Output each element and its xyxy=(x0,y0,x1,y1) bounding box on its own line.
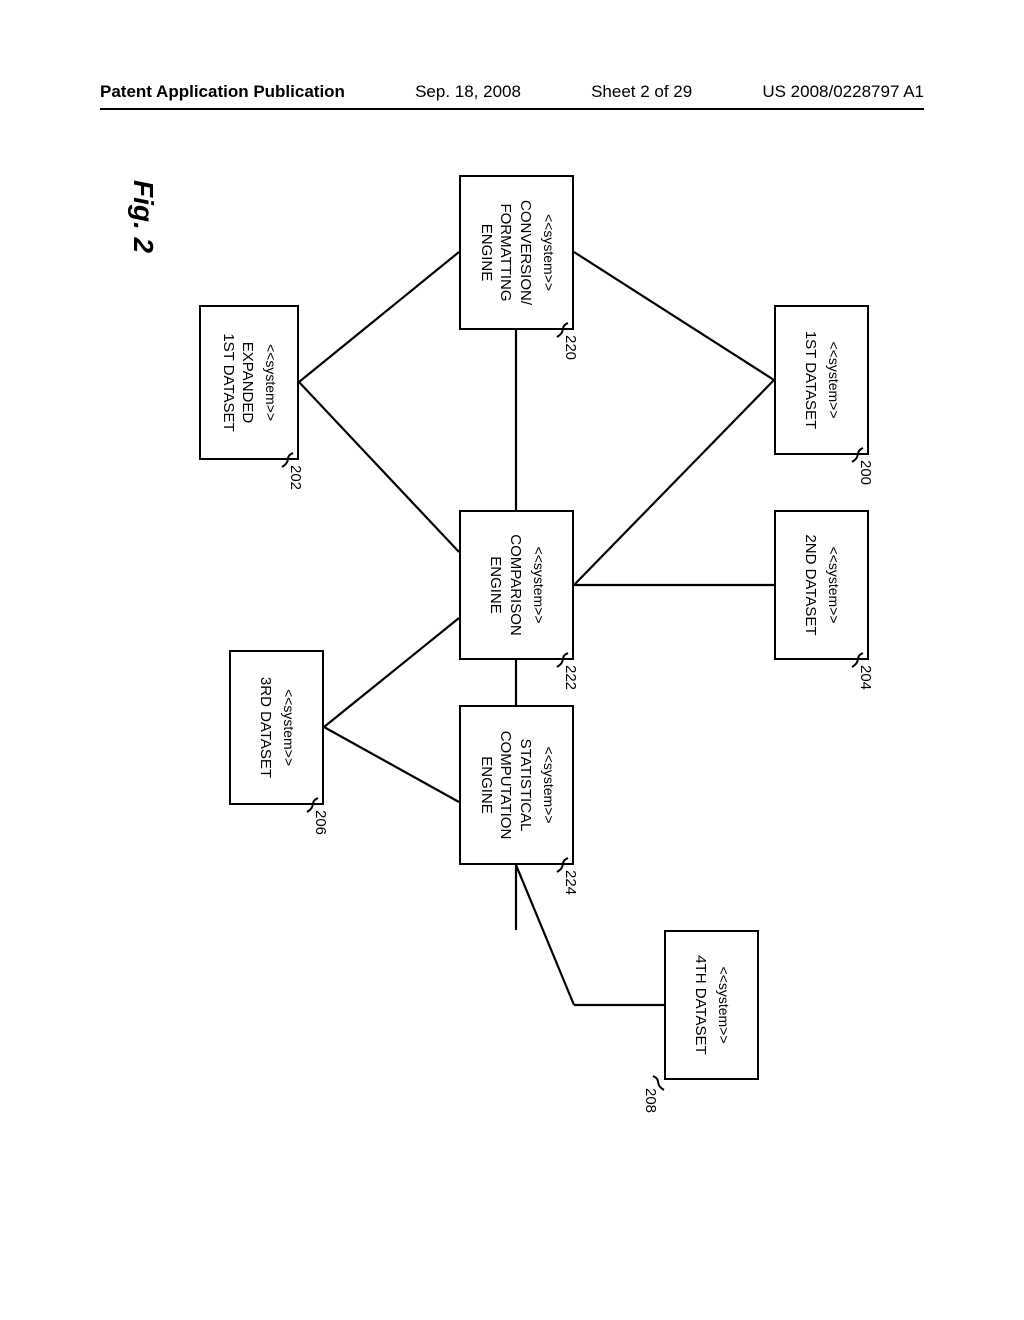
node-label: CONVERSION/FORMATTINGENGINE xyxy=(476,200,535,305)
ref-squiggle xyxy=(279,451,295,469)
node-n208: <<system>> 4TH DATASET xyxy=(664,930,759,1080)
node-label: 3RD DATASET xyxy=(256,677,276,778)
node-n200: <<system>> 1ST DATASET xyxy=(774,305,869,455)
page-header: Patent Application Publication Sep. 18, … xyxy=(0,82,1024,102)
node-stereotype: <<system>> xyxy=(716,966,732,1043)
sheet-indicator: Sheet 2 of 29 xyxy=(591,82,692,102)
node-label: 4TH DATASET xyxy=(691,955,711,1054)
node-stereotype: <<system>> xyxy=(531,546,547,623)
node-stereotype: <<system>> xyxy=(541,746,557,823)
ref-squiggle xyxy=(554,651,570,669)
ref-squiggle xyxy=(554,856,570,874)
node-n220: <<system>> CONVERSION/FORMATTINGENGINE xyxy=(459,175,574,330)
node-stereotype: <<system>> xyxy=(264,344,280,421)
node-n202: <<system>> EXPANDED1ST DATASET xyxy=(199,305,299,460)
node-label: COMPARISONENGINE xyxy=(486,534,525,635)
node-n206: <<system>> 3RD DATASET xyxy=(229,650,324,805)
diagram-edge xyxy=(324,727,459,802)
diagram-edge xyxy=(324,618,459,727)
publication-number: US 2008/0228797 A1 xyxy=(762,82,924,102)
ref-squiggle xyxy=(849,446,865,464)
diagram-edge xyxy=(574,380,774,585)
diagram-edge xyxy=(574,252,774,380)
node-label: STATISTICALCOMPUTATIONENGINE xyxy=(476,731,535,840)
node-stereotype: <<system>> xyxy=(281,689,297,766)
publication-date: Sep. 18, 2008 xyxy=(415,82,521,102)
figure-label: Fig. 2 xyxy=(127,180,159,253)
ref-squiggle xyxy=(554,321,570,339)
diagram-edge xyxy=(299,382,459,552)
node-n222: <<system>> COMPARISONENGINE xyxy=(459,510,574,660)
node-label: 2ND DATASET xyxy=(801,534,821,635)
node-label: EXPANDED1ST DATASET xyxy=(219,333,258,431)
header-rule xyxy=(100,108,924,110)
ref-squiggle xyxy=(849,651,865,669)
diagram-canvas: Fig. 2 <<system>>1ST DATASET200<<system>… xyxy=(95,150,929,1150)
ref-squiggle xyxy=(304,796,320,814)
node-stereotype: <<system>> xyxy=(826,546,842,623)
diagram-viewport: Fig. 2 <<system>>1ST DATASET200<<system>… xyxy=(95,150,929,1150)
node-label: 1ST DATASET xyxy=(801,331,821,429)
publication-label: Patent Application Publication xyxy=(100,82,345,102)
ref-squiggle xyxy=(651,1074,667,1092)
diagram-edge xyxy=(299,252,459,382)
node-n204: <<system>> 2ND DATASET xyxy=(774,510,869,660)
node-stereotype: <<system>> xyxy=(826,341,842,418)
node-stereotype: <<system>> xyxy=(541,214,557,291)
node-n224: <<system>> STATISTICALCOMPUTATIONENGINE xyxy=(459,705,574,865)
